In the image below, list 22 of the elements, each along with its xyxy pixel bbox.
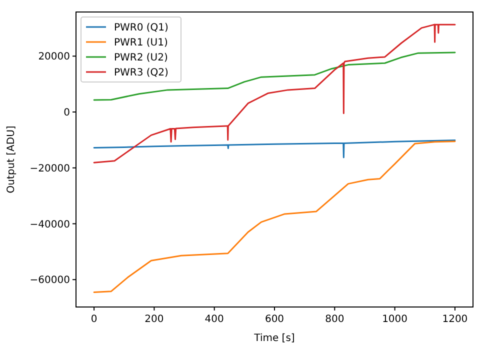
x-tick-label: 1000: [382, 314, 408, 325]
x-tick-label: 400: [204, 314, 224, 325]
x-tick-label: 1200: [442, 314, 468, 325]
y-tick-label: −60000: [30, 275, 70, 286]
y-tick-label: −20000: [30, 163, 70, 174]
x-axis-title: Time [s]: [253, 333, 295, 344]
line-series: [93, 140, 456, 293]
y-tick-label: 0: [64, 108, 70, 119]
x-tick-label: 200: [144, 314, 164, 325]
y-axis-title: Output [ADU]: [6, 126, 17, 194]
x-tick-label: 600: [264, 314, 284, 325]
line-series: [93, 52, 456, 101]
legend-label: PWR1 (U1): [114, 38, 168, 48]
legend-label: PWR2 (U2): [114, 52, 168, 64]
line-series: [93, 24, 456, 164]
x-tick-label: 800: [325, 314, 344, 325]
legend-label: PWR3 (Q2): [114, 68, 169, 78]
x-tick-label: 0: [90, 314, 98, 325]
y-tick-label: −40000: [30, 219, 70, 230]
y-tick-label: 20000: [38, 52, 70, 63]
line-series: [93, 139, 456, 158]
legend-label: PWR0 (Q1): [114, 22, 169, 34]
